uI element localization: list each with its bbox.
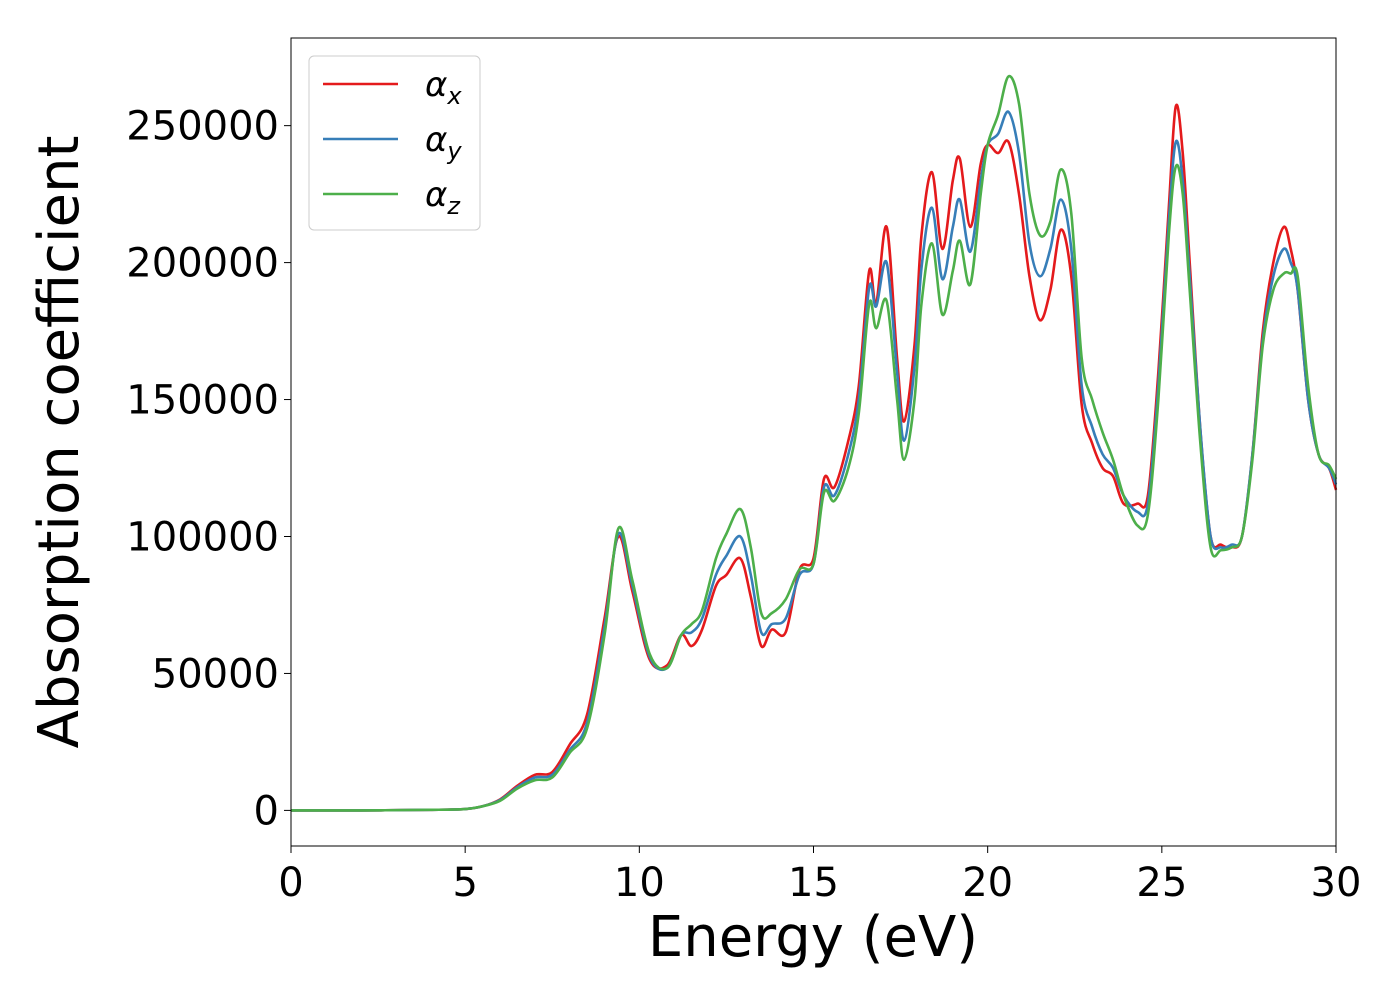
x-axis: 0 5 10 15 20 25 30 bbox=[278, 846, 1361, 906]
x-tick-label: 25 bbox=[1136, 860, 1187, 906]
y-tick-label: 50000 bbox=[152, 651, 279, 697]
y-tick-label: 100000 bbox=[126, 514, 279, 560]
x-tick-label: 10 bbox=[614, 860, 665, 906]
series-layer bbox=[290, 74, 1338, 812]
legend-label-x: αx bbox=[425, 65, 462, 110]
x-tick-label: 20 bbox=[962, 860, 1013, 906]
y-tick-label: 200000 bbox=[126, 241, 279, 287]
legend-box bbox=[308, 55, 481, 231]
legend-label-z: αz bbox=[425, 175, 461, 220]
x-tick-label: 5 bbox=[452, 860, 477, 906]
x-tick-label: 0 bbox=[278, 860, 303, 906]
x-axis-label: Energy (eV) bbox=[648, 905, 978, 970]
legend-label-y: αy bbox=[425, 120, 462, 165]
series-line-z bbox=[290, 74, 1338, 812]
y-axis: 0 50000 100000 150000 200000 250000 bbox=[126, 104, 291, 834]
legend: αx αy αz bbox=[308, 55, 481, 231]
y-tick-label: 0 bbox=[254, 788, 279, 834]
y-axis-label: Absorption coefficient bbox=[27, 136, 92, 749]
y-tick-label: 150000 bbox=[126, 378, 279, 424]
x-tick-label: 15 bbox=[788, 860, 839, 906]
y-tick-label: 250000 bbox=[126, 104, 279, 150]
x-tick-label: 30 bbox=[1311, 860, 1362, 906]
